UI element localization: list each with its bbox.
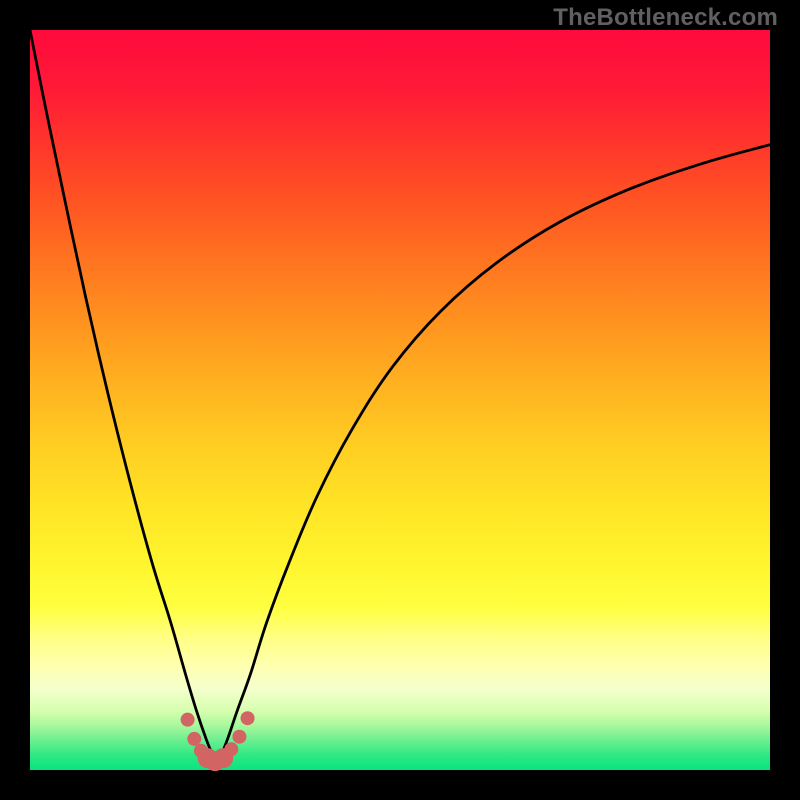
- chart-container: { "canvas": { "width": 800, "height": 80…: [0, 0, 800, 800]
- watermark-text: TheBottleneck.com: [553, 4, 778, 32]
- plot-background: [30, 30, 770, 770]
- valley-marker: [232, 730, 246, 744]
- bottleneck-chart: [0, 0, 800, 800]
- valley-marker: [187, 732, 201, 746]
- valley-marker: [181, 713, 195, 727]
- valley-marker: [241, 711, 255, 725]
- valley-marker: [224, 742, 238, 756]
